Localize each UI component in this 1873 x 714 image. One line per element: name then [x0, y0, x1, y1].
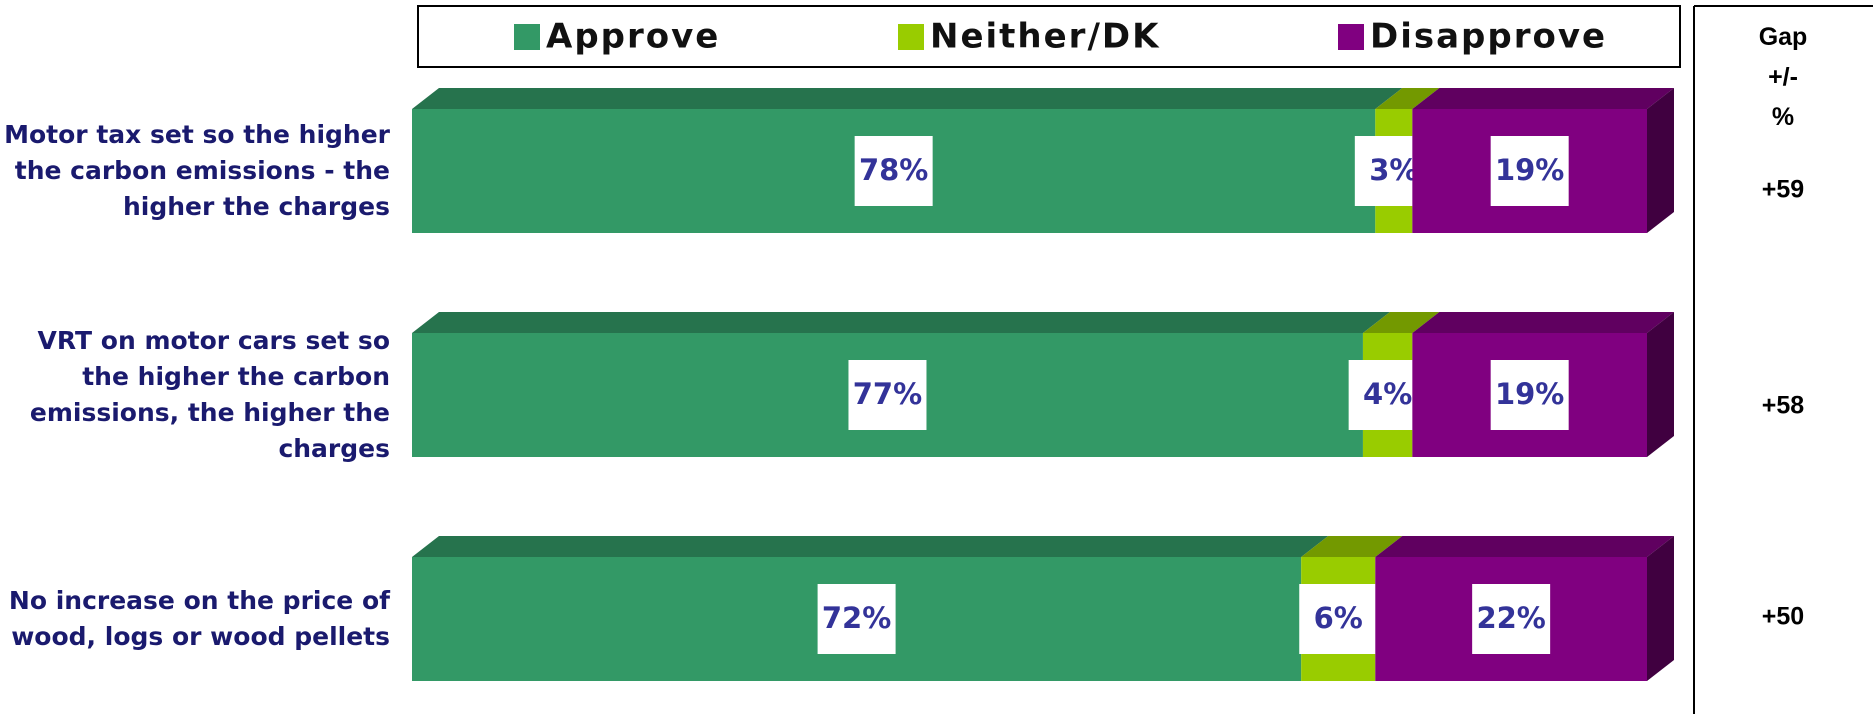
data-label-box	[1490, 136, 1569, 206]
data-label-box	[848, 360, 927, 430]
data-label: 78%	[859, 153, 928, 187]
data-label-box	[1490, 360, 1569, 430]
gap-value: +58	[1762, 392, 1805, 420]
bar-top	[1412, 88, 1674, 109]
legend-swatch	[1338, 24, 1364, 50]
legend-label: Neither/DK	[930, 17, 1160, 57]
legend-label: Disapprove	[1370, 17, 1607, 57]
gap-title: Gap +/-%	[1759, 23, 1808, 131]
bar-top	[412, 536, 1329, 557]
bar-top	[412, 312, 1390, 333]
data-label: 4%	[1363, 377, 1412, 411]
bar-top	[1362, 312, 1440, 333]
data-label: 72%	[822, 601, 891, 635]
data-label: 3%	[1369, 153, 1418, 187]
category-label: Motor tax set so the higher the carbon e…	[4, 120, 390, 221]
gap-value: +59	[1762, 176, 1804, 204]
data-label: 77%	[853, 377, 922, 411]
bar-top	[1375, 536, 1674, 557]
bar-top	[412, 88, 1403, 109]
legend-swatch	[514, 24, 540, 50]
bar-top	[1301, 536, 1403, 557]
bar-side	[1647, 312, 1674, 457]
gap-value: +50	[1762, 603, 1804, 631]
bar-side	[1647, 536, 1674, 681]
data-label: 19%	[1495, 153, 1564, 187]
bar-top	[1375, 88, 1440, 109]
bar-segment	[412, 88, 1403, 233]
bar-top	[1412, 312, 1674, 333]
data-label-box	[817, 584, 896, 654]
data-label: 22%	[1476, 601, 1545, 635]
legend-label: Approve	[546, 17, 720, 57]
category-label: VRT on motor cars set so the higher the …	[29, 326, 390, 463]
data-label-box	[1472, 584, 1551, 654]
data-label-box	[854, 136, 933, 206]
data-label-box	[1299, 584, 1378, 654]
data-label: 6%	[1314, 601, 1363, 635]
data-label: 19%	[1495, 377, 1564, 411]
legend-swatch	[898, 24, 924, 50]
category-label: No increase on the price of wood, logs o…	[8, 586, 390, 651]
legend-box	[417, 5, 1681, 68]
bar-side	[1647, 88, 1674, 233]
